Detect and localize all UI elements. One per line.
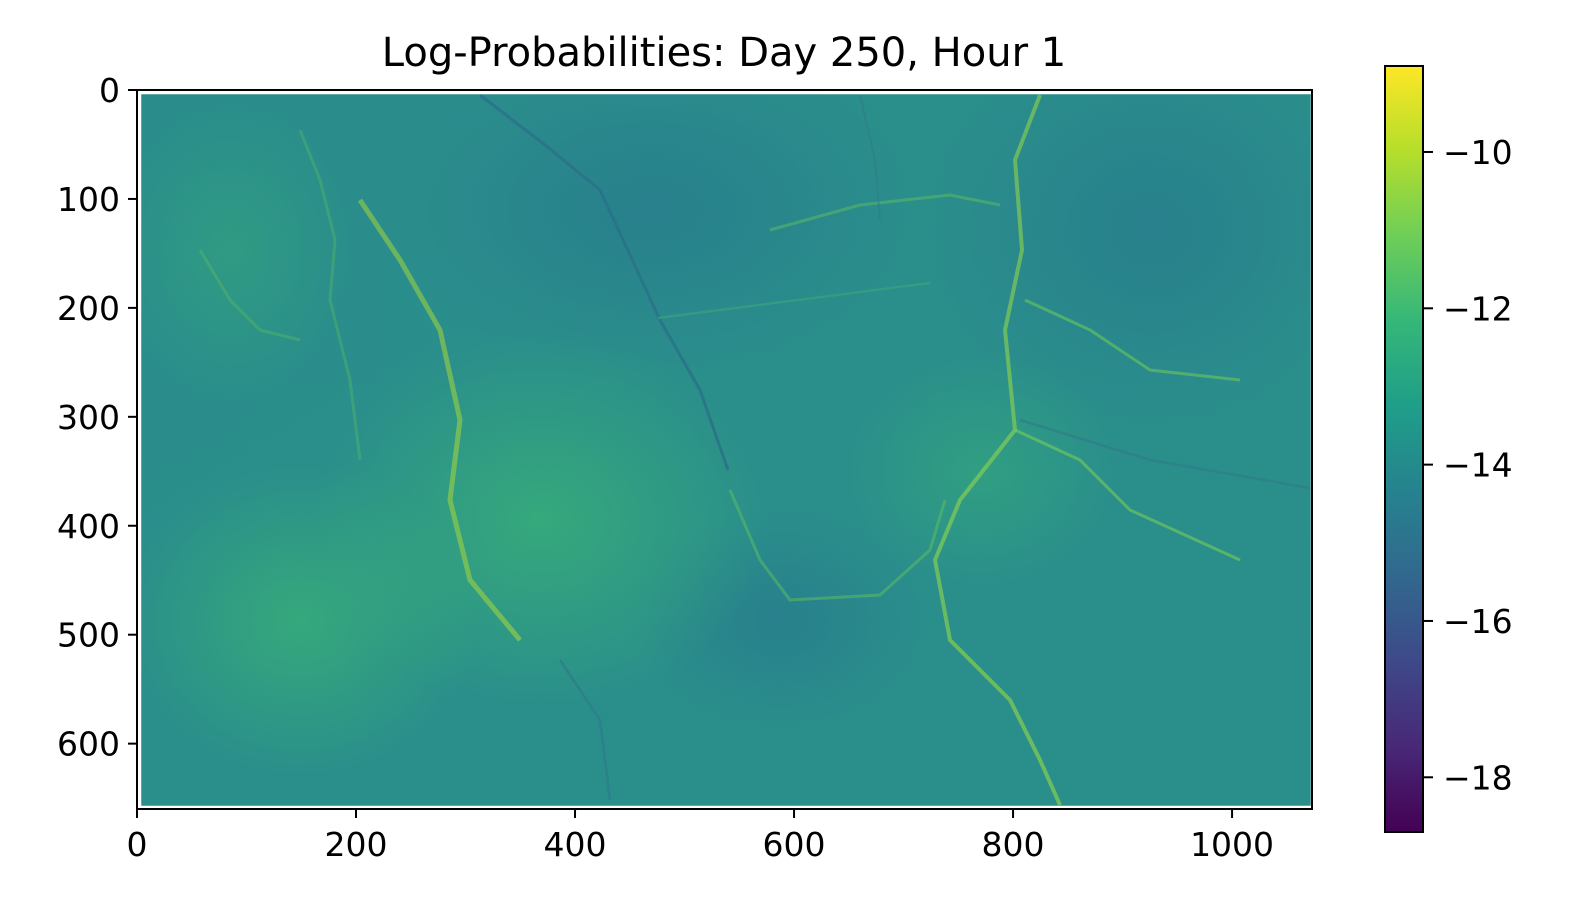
- x-tick-label: 400: [544, 825, 607, 864]
- x-tick-label: 0: [127, 825, 148, 864]
- x-tick-label: 800: [982, 825, 1045, 864]
- y-tick-label: 600: [57, 725, 120, 764]
- x-tick-label: 600: [763, 825, 826, 864]
- colorbar-tick-label: −14: [1443, 446, 1513, 485]
- colorbar: [1384, 65, 1424, 833]
- colorbar-tick-label: −18: [1443, 758, 1513, 797]
- x-tick-label: 1000: [1190, 825, 1274, 864]
- y-tick-label: 300: [57, 398, 120, 437]
- y-tick-label: 0: [99, 71, 120, 110]
- y-axis: 0 100 200 300 400 500 600: [57, 71, 137, 764]
- y-tick-label: 400: [57, 507, 120, 546]
- x-axis: 0 200 400 600 800 1000: [127, 809, 1274, 864]
- colorbar-tick-label: −12: [1443, 289, 1513, 328]
- y-tick-label: 100: [57, 180, 120, 219]
- colorbar-tick-label: −10: [1443, 133, 1513, 172]
- heatmap-shading: [140, 93, 1312, 807]
- x-tick-label: 200: [325, 825, 388, 864]
- colorbar-axis: −10 −12 −14 −16 −18: [1423, 133, 1513, 797]
- y-tick-label: 200: [57, 289, 120, 328]
- plot-frame: [136, 89, 1313, 810]
- y-tick-label: 500: [57, 616, 120, 655]
- chart-title: Log-Probabilities: Day 250, Hour 1: [382, 30, 1066, 76]
- colorbar-tick-label: −16: [1443, 602, 1513, 641]
- heatmap-field: [140, 93, 1312, 807]
